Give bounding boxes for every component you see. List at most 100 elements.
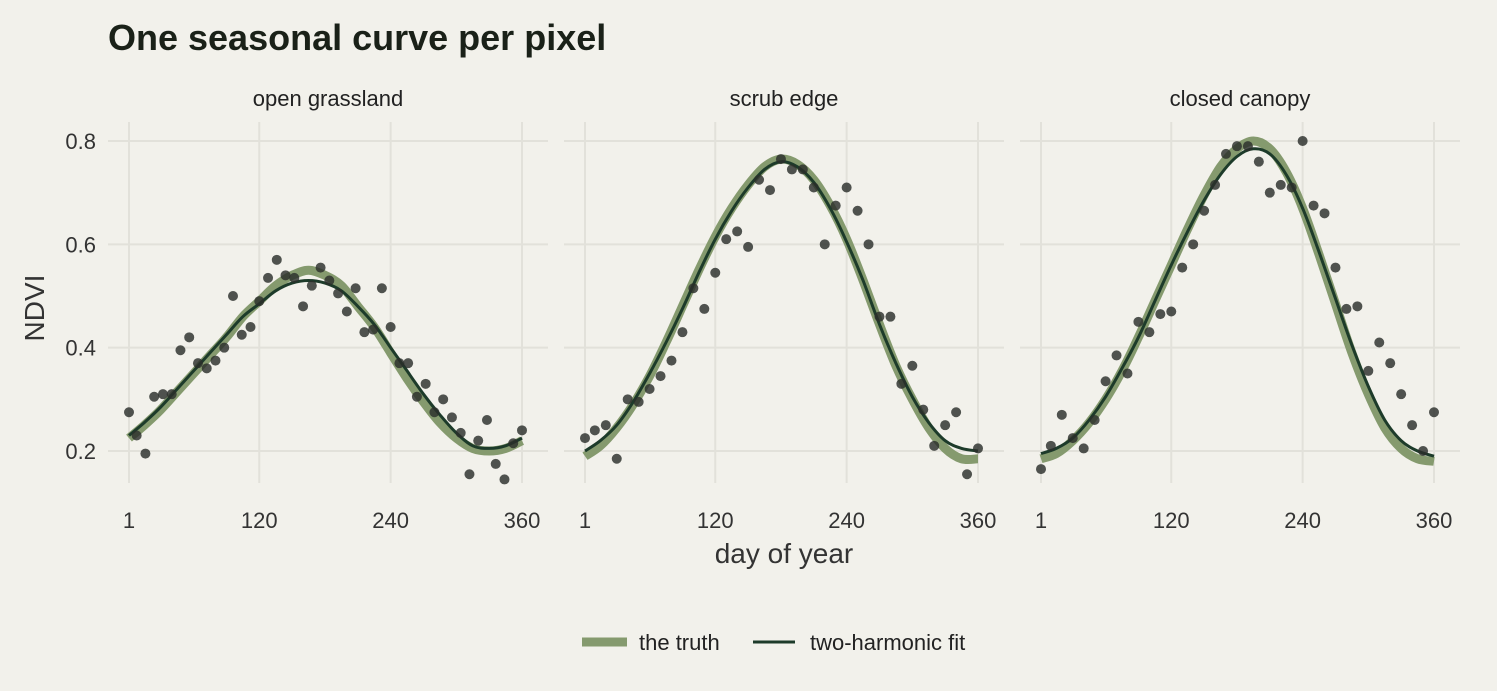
data-point: [508, 438, 519, 449]
data-point: [732, 226, 743, 237]
data-point: [1078, 443, 1089, 454]
data-point: [644, 384, 655, 394]
x-tick-label: 240: [828, 508, 865, 533]
data-point: [341, 306, 352, 317]
truth-line: [582, 154, 979, 465]
data-point: [743, 241, 754, 252]
data-point: [429, 407, 440, 418]
data-point: [236, 329, 247, 340]
data-point: [192, 358, 203, 369]
data-point: [830, 200, 841, 211]
data-point: [289, 272, 300, 283]
data-point: [1242, 141, 1253, 152]
data-point: [655, 371, 666, 382]
data-point: [315, 262, 326, 273]
data-point: [589, 425, 600, 436]
legend: the truth two-harmonic fit: [582, 630, 965, 655]
data-point: [1177, 262, 1188, 273]
data-point: [1045, 440, 1056, 451]
data-point: [929, 440, 940, 451]
data-point: [1319, 208, 1330, 219]
data-point: [666, 355, 677, 366]
data-point: [775, 154, 786, 165]
data-point: [1352, 301, 1363, 312]
panel-strip-label: open grassland: [253, 86, 403, 111]
data-point: [394, 358, 405, 369]
data-point: [896, 378, 907, 389]
data-point: [874, 311, 885, 322]
data-point: [721, 234, 732, 245]
data-point: [446, 412, 457, 423]
data-point: [438, 394, 449, 405]
data-point: [1341, 303, 1352, 314]
data-point: [306, 280, 317, 291]
panel-strip-label: scrub edge: [730, 86, 839, 111]
data-point: [677, 327, 688, 338]
fit-line: [128, 278, 523, 450]
x-tick-label: 1: [123, 508, 135, 533]
data-point: [1264, 187, 1275, 198]
data-point: [245, 322, 256, 332]
x-tick-label: 240: [372, 508, 409, 533]
data-point: [1429, 407, 1439, 418]
data-point: [1221, 148, 1232, 159]
data-point: [1253, 156, 1264, 167]
data-point: [885, 311, 896, 322]
data-point: [1330, 262, 1341, 273]
data-point: [1089, 415, 1100, 425]
legend-label: two-harmonic fit: [810, 630, 965, 655]
data-point: [157, 389, 168, 400]
data-point: [124, 407, 134, 418]
data-point: [490, 458, 501, 469]
fit-line: [1040, 147, 1435, 458]
x-tick-label: 240: [1284, 508, 1321, 533]
data-point: [1363, 365, 1374, 376]
panel-scrub-edge: scrub edge 1 120 240 360: [564, 86, 1004, 533]
data-point: [863, 239, 874, 250]
data-point: [1210, 179, 1221, 190]
data-point: [464, 469, 475, 480]
data-point: [940, 420, 951, 431]
y-tick-label: 0.6: [65, 232, 96, 257]
data-point: [765, 185, 776, 196]
data-point: [1385, 358, 1396, 369]
data-point: [1275, 179, 1286, 190]
legend-item-truth: the truth: [582, 630, 720, 655]
data-point: [808, 182, 819, 193]
data-point: [1418, 446, 1429, 456]
data-point: [403, 358, 414, 369]
x-tick-label: 1: [579, 508, 591, 533]
data-point: [219, 342, 230, 353]
x-tick-label: 120: [1153, 508, 1190, 533]
data-point: [131, 430, 142, 441]
data-point: [819, 239, 830, 250]
data-point: [1036, 464, 1046, 475]
data-point: [1199, 205, 1210, 216]
data-point: [298, 301, 309, 312]
data-point: [786, 164, 797, 175]
data-point: [420, 378, 431, 389]
data-point: [852, 205, 863, 216]
x-axis-title: day of year: [715, 538, 854, 569]
data-point: [411, 391, 422, 402]
data-point: [499, 474, 510, 485]
data-point: [175, 345, 186, 356]
legend-label: the truth: [639, 630, 720, 655]
data-point: [710, 267, 721, 278]
x-tick-label: 120: [697, 508, 734, 533]
data-point: [1396, 389, 1407, 400]
data-point: [1374, 337, 1385, 348]
data-point: [841, 182, 852, 193]
x-tick-label: 360: [960, 508, 997, 533]
y-tick-label: 0.8: [65, 129, 96, 154]
data-point: [1286, 182, 1297, 193]
data-point: [1308, 200, 1319, 211]
data-point: [918, 404, 929, 415]
data-point: [333, 288, 344, 299]
x-tick-label: 1: [1035, 508, 1047, 533]
data-point: [210, 355, 221, 366]
data-point: [1297, 136, 1308, 146]
data-point: [907, 360, 918, 371]
